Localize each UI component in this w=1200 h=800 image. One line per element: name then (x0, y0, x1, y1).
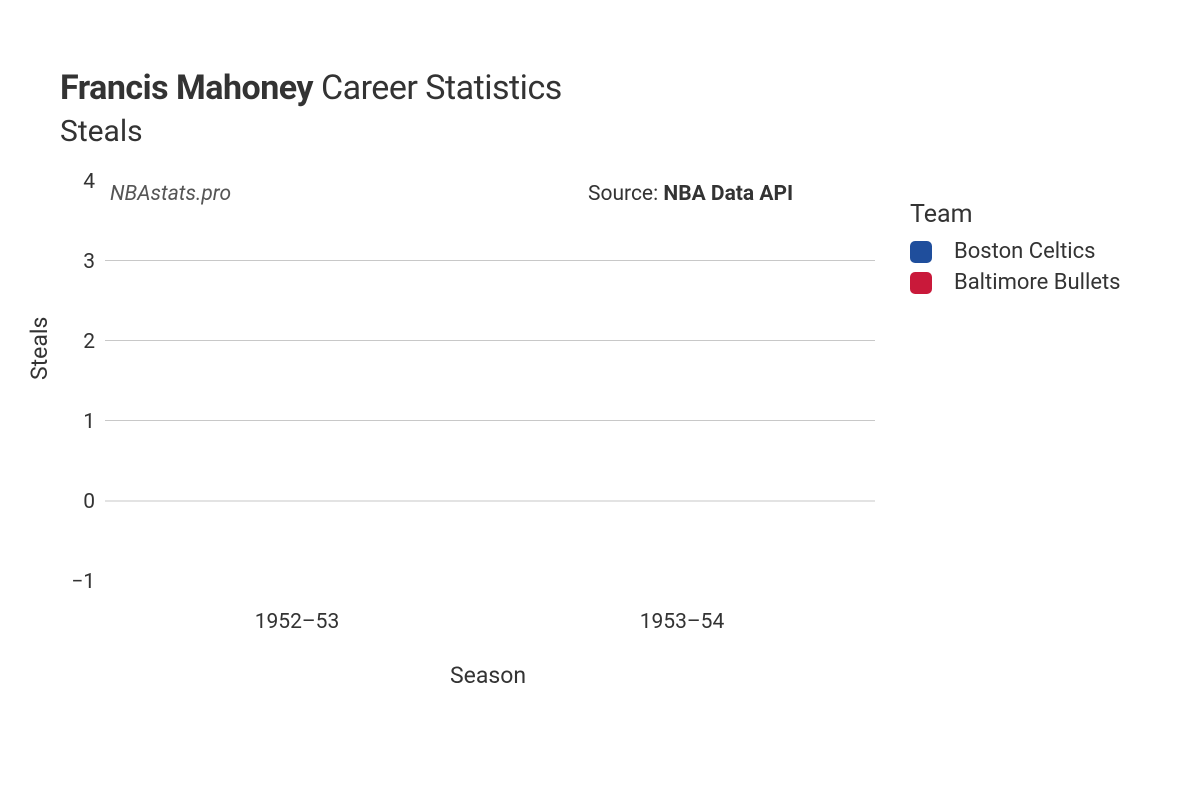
legend: Team Boston Celtics Baltimore Bullets (910, 200, 1121, 301)
ytick-neg1: −1 (55, 570, 95, 594)
gridline-y1 (105, 420, 875, 421)
legend-item-1: Baltimore Bullets (910, 270, 1121, 295)
ytick-2: 2 (55, 330, 95, 354)
plot-area (105, 180, 875, 580)
title-subtitle: Steals (60, 114, 562, 149)
ytick-0: 0 (55, 490, 95, 514)
gridline-y2 (105, 340, 875, 341)
ytick-4: 4 (55, 170, 95, 194)
chart-title: Francis Mahoney Career Statistics Steals (60, 68, 562, 149)
y-axis-label: Steals (26, 317, 53, 380)
xtick-0: 1952–53 (255, 610, 340, 634)
ytick-1: 1 (55, 410, 95, 434)
x-axis-label: Season (450, 662, 526, 689)
xtick-1: 1953–54 (640, 610, 725, 634)
ytick-3: 3 (55, 250, 95, 274)
gridline-y3 (105, 260, 875, 261)
legend-swatch-1 (910, 272, 932, 294)
gridline-y0 (105, 500, 875, 502)
legend-label-0: Boston Celtics (954, 239, 1096, 264)
legend-item-0: Boston Celtics (910, 239, 1121, 264)
legend-title: Team (910, 200, 1121, 229)
title-suffix: Career Statistics (313, 68, 562, 108)
legend-swatch-0 (910, 241, 932, 263)
title-line-1: Francis Mahoney Career Statistics (60, 68, 562, 108)
title-player-name: Francis Mahoney (60, 68, 313, 108)
legend-label-1: Baltimore Bullets (954, 270, 1121, 295)
